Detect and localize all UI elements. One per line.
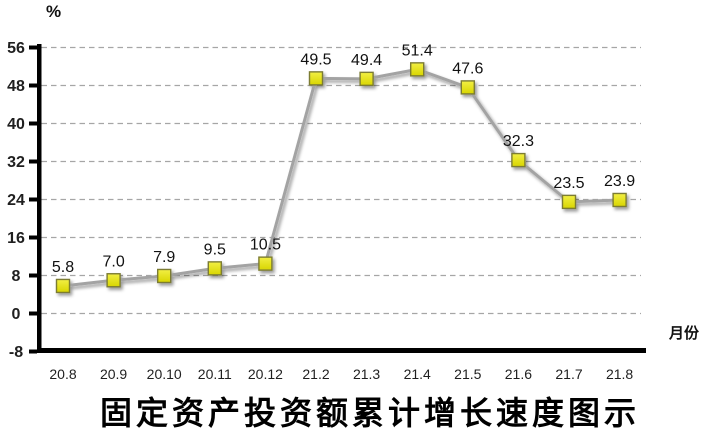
x-tick-label: 21.2 [302,366,329,382]
y-axis-tick [29,45,37,50]
chart-title: 固定资产投资额累计增长速度图示 [99,395,640,431]
x-tick-label: 21.3 [353,366,380,382]
data-point-label: 49.4 [351,52,382,69]
x-tick-label: 20.9 [100,366,127,382]
y-axis-line [37,44,42,353]
y-axis-tick [29,121,37,126]
y-axis-tick [29,83,37,88]
data-point-label: 49.5 [300,51,331,68]
data-point-label: 51.4 [402,42,433,59]
y-axis-tick [29,273,37,278]
y-axis-tick [29,197,37,202]
y-tick-label: 32 [7,154,25,171]
data-point-label: 7.0 [102,253,124,270]
data-point-marker [258,256,273,271]
data-point-marker [460,80,475,95]
data-point-label: 10.5 [250,237,281,254]
data-point-label: 23.5 [553,175,584,192]
y-axis-tick [29,235,37,240]
y-tick-label: 16 [7,230,25,247]
x-tick-label: 21.5 [454,366,481,382]
y-axis-tick [29,311,37,316]
y-tick-label: 48 [7,78,25,95]
y-axis-tick [29,159,37,164]
y-tick-label: 40 [7,116,25,133]
data-point-label: 47.6 [452,60,483,77]
data-point-marker [308,71,324,86]
data-point-label: 32.3 [503,133,534,150]
data-point-marker [156,268,172,284]
y-tick-label: -8 [9,344,23,361]
data-point-label: 9.5 [204,241,226,258]
data-point-marker [612,192,627,208]
data-point-marker [410,62,425,77]
data-point-marker [359,71,374,87]
data-point-label: 23.9 [604,173,635,190]
x-tick-label: 21.4 [404,366,431,382]
data-series [55,62,627,294]
x-tick-label: 20.12 [248,366,283,382]
x-tick-label: 20.11 [198,366,232,382]
x-axis-unit-label: 月份 [669,325,700,342]
y-axis-tick [29,349,37,354]
data-point-marker [55,278,71,294]
y-tick-label: 8 [12,268,21,285]
x-tick-label: 20.8 [49,366,76,382]
series-line [62,67,620,288]
y-axis-unit-label: % [46,2,62,21]
x-axis-line [37,348,646,353]
x-tick-label: 21.6 [505,366,532,382]
data-point-marker [511,152,526,168]
data-point-marker [106,273,121,288]
data-point-label: 5.8 [52,259,74,276]
y-tick-label: 0 [12,306,21,323]
x-tick-label: 20.10 [147,366,182,382]
x-tick-label: 21.8 [606,366,633,382]
data-point-label: 7.9 [153,249,175,266]
data-point-marker [561,194,577,210]
data-point-marker [207,261,223,276]
y-tick-label: 24 [7,192,25,209]
y-tick-label: 56 [7,40,25,57]
x-tick-label: 21.7 [555,366,582,382]
